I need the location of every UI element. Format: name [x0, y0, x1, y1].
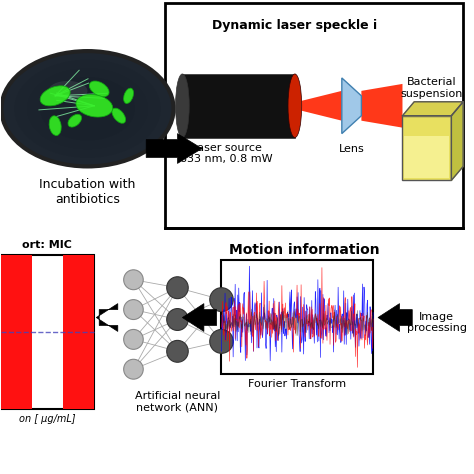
Text: Image
processing: Image processing: [407, 311, 467, 333]
Text: Bacterial
suspension: Bacterial suspension: [401, 77, 463, 99]
Bar: [182, 74, 295, 137]
Polygon shape: [361, 84, 402, 128]
Ellipse shape: [27, 68, 148, 149]
Polygon shape: [451, 102, 463, 180]
Ellipse shape: [112, 108, 126, 123]
Text: Motion information: Motion information: [229, 243, 380, 257]
Ellipse shape: [288, 74, 302, 137]
Circle shape: [124, 329, 143, 349]
Circle shape: [167, 309, 188, 330]
Ellipse shape: [40, 77, 135, 140]
Ellipse shape: [40, 86, 70, 106]
Circle shape: [167, 340, 188, 362]
Ellipse shape: [68, 114, 82, 127]
Polygon shape: [182, 304, 217, 331]
Text: Dynamic laser speckle i: Dynamic laser speckle i: [212, 19, 377, 32]
Circle shape: [124, 270, 143, 290]
Ellipse shape: [14, 60, 161, 158]
Polygon shape: [146, 134, 202, 164]
Circle shape: [167, 277, 188, 299]
Bar: [1, 255, 32, 409]
Text: Fourier Transform: Fourier Transform: [248, 379, 346, 389]
Polygon shape: [402, 102, 463, 116]
Circle shape: [124, 300, 143, 319]
Text: Lens: Lens: [339, 144, 365, 154]
Polygon shape: [302, 91, 342, 121]
Ellipse shape: [49, 116, 61, 136]
Ellipse shape: [175, 74, 189, 137]
Ellipse shape: [48, 81, 88, 101]
Bar: [64, 255, 94, 409]
Bar: [1, 255, 94, 409]
Ellipse shape: [124, 88, 134, 103]
Text: Laser source
633 nm, 0.8 mW: Laser source 633 nm, 0.8 mW: [180, 143, 273, 164]
Bar: [404, 136, 449, 178]
Ellipse shape: [76, 94, 113, 117]
Polygon shape: [96, 304, 118, 331]
Bar: [402, 116, 451, 180]
Text: on [ μg/mL]: on [ μg/mL]: [19, 414, 76, 424]
Circle shape: [124, 359, 143, 379]
Text: Artificial neural
network (ANN): Artificial neural network (ANN): [135, 391, 220, 413]
Bar: [221, 260, 373, 374]
Ellipse shape: [1, 51, 173, 166]
Bar: [165, 3, 463, 228]
Polygon shape: [378, 304, 412, 331]
Ellipse shape: [90, 81, 109, 97]
Polygon shape: [342, 78, 361, 134]
Text: Incubation with
antibiotics: Incubation with antibiotics: [39, 178, 136, 206]
Circle shape: [210, 288, 233, 311]
Circle shape: [210, 329, 233, 353]
Text: ort: MIC: ort: MIC: [22, 240, 73, 250]
